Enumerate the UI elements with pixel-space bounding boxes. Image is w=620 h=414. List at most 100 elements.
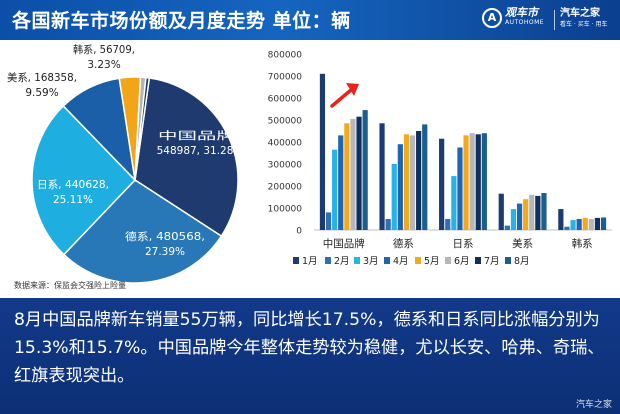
- legend-label-1: 2月: [334, 256, 350, 267]
- bar-1-3: [397, 144, 403, 230]
- legend-label-2: 3月: [363, 256, 379, 267]
- bar-3-0: [498, 193, 504, 230]
- legend-label-6: 7月: [484, 256, 500, 267]
- x-category-label: 中国品牌: [323, 237, 365, 250]
- y-tick-label: 100000: [268, 205, 303, 215]
- y-tick-label: 600000: [268, 95, 303, 105]
- bar-0-3: [338, 135, 344, 230]
- pie-label-line1-3: 美系, 168358,: [7, 71, 77, 84]
- guanchеshi-logo: A 观车市 AUTOHOME: [482, 6, 545, 28]
- x-category-label: 韩系: [572, 237, 593, 250]
- legend-label-4: 5月: [424, 256, 440, 267]
- y-tick-label: 500000: [268, 117, 303, 127]
- y-tick-label: 200000: [268, 183, 303, 193]
- header-bar: 各国新车市场份额及月度走势 单位：辆 A 观车市 AUTOHOME 汽车之家 看…: [0, 0, 620, 40]
- logo2-name: 汽车之家: [560, 8, 600, 19]
- bar-2-7: [481, 133, 487, 230]
- legend-label-3: 4月: [393, 256, 409, 267]
- bar-1-1: [385, 219, 391, 230]
- y-tick-label: 700000: [268, 73, 303, 83]
- pie-slice-2: [31, 104, 137, 256]
- pie-label-line2-3: 9.59%: [25, 87, 58, 99]
- chart-area: 中国品牌, 548987, 31.28% 德系, 480568, 27.39% 日系, …: [0, 40, 620, 298]
- bar-1-7: [422, 124, 428, 230]
- legend-swatch-7: [505, 257, 511, 264]
- bar-2-0: [439, 138, 445, 230]
- y-tick-label: 400000: [268, 139, 303, 149]
- pie-chart: 中国品牌, 548987, 31.28% 德系, 480568, 27.39% 日系, …: [7, 43, 244, 284]
- summary-panel: 8月中国品牌新车销量55万辆，同比增长17.5%，德系和日系同比涨幅分别为15.…: [0, 298, 620, 414]
- bar-3-6: [535, 195, 541, 230]
- bar-4-3: [576, 219, 582, 230]
- page-title: 各国新车市场份额及月度走势 单位：辆: [12, 10, 351, 32]
- bar-2-1: [445, 219, 451, 230]
- x-category-label: 德系: [393, 237, 414, 250]
- legend-label-7: 8月: [514, 256, 530, 267]
- y-tick-label: 300000: [268, 161, 303, 171]
- legend-swatch-3: [384, 257, 390, 264]
- bar-4-5: [588, 219, 594, 230]
- pie-slice-1: [62, 179, 223, 284]
- bar-4-2: [570, 220, 576, 230]
- bar-1-6: [416, 131, 422, 230]
- bar-3-7: [541, 193, 547, 230]
- bar-3-3: [516, 203, 523, 230]
- bar-3-2: [510, 209, 517, 230]
- bar-0-6: [356, 116, 362, 230]
- bar-3-1: [504, 225, 510, 230]
- x-category-label: 日系: [453, 238, 474, 250]
- trend-arrow-icon: [330, 88, 353, 108]
- pie-label-line1-0: 中国品牌,: [158, 129, 242, 142]
- bar-0-4: [344, 123, 350, 230]
- bar-1-4: [403, 134, 410, 230]
- legend-label-5: 6月: [454, 256, 470, 267]
- summary-text: 8月中国品牌新车销量55万辆，同比增长17.5%，德系和日系同比涨幅分别为15.…: [14, 310, 605, 386]
- bar-0-2: [332, 149, 338, 230]
- bar-1-5: [409, 135, 416, 230]
- bar-3-4: [523, 199, 529, 230]
- pie-label-line2-4: 3.23%: [87, 59, 120, 71]
- legend-swatch-2: [354, 257, 360, 264]
- bar-4-0: [558, 209, 564, 230]
- pie-label-line1-4: 韩系, 56709,: [73, 43, 135, 56]
- pie-slice-6: [134, 76, 151, 181]
- bar-2-2: [451, 176, 457, 230]
- bar-2-3: [457, 147, 463, 230]
- trend-arrowhead-icon: [346, 83, 359, 96]
- legend-swatch-0: [293, 257, 299, 264]
- watermark: 汽车之家: [575, 400, 612, 410]
- bar-2-4: [463, 135, 469, 230]
- legend-swatch-6: [475, 257, 481, 264]
- bar-4-7: [600, 217, 607, 230]
- logo1-name: 观车市: [505, 6, 538, 19]
- logo1-sub: AUTOHOME: [505, 19, 545, 26]
- y-tick-label: 0: [296, 227, 302, 237]
- bar-2-5: [469, 133, 475, 230]
- bar-2-6: [475, 134, 481, 230]
- pie-label-line1-1: 德系, 480568,: [125, 230, 205, 243]
- pie-label-line2-2: 25.11%: [53, 194, 93, 206]
- pie-label-line2-1: 27.39%: [145, 246, 185, 258]
- bar-4-4: [582, 217, 588, 230]
- data-source-note: 数据来源：保监会交强险上险量: [14, 281, 126, 290]
- logo-divider: [554, 10, 555, 30]
- bar-chart: 0 100000 200000 300000 400000 500000 600000 700…: [268, 51, 612, 267]
- bar-4-1: [564, 226, 570, 230]
- pie-label-line2-0: 548987, 31.28%: [157, 145, 244, 157]
- bar-3-5: [529, 194, 535, 230]
- x-category-label: 美系: [512, 237, 533, 250]
- bar-4-6: [594, 217, 601, 230]
- bar-0-5: [350, 118, 356, 230]
- bar-0-1: [325, 212, 332, 230]
- legend-swatch-5: [445, 257, 451, 264]
- logo-mark-icon: A: [482, 8, 502, 28]
- bar-0-0: [319, 73, 326, 230]
- logo2-sub: 看车 · 买车 · 用车: [560, 21, 608, 28]
- bar-1-0: [379, 123, 385, 230]
- legend-swatch-1: [325, 257, 331, 264]
- legend-label-0: 1月: [302, 256, 318, 267]
- autohome-logo: 汽车之家 看车 · 买车 · 用车: [560, 8, 607, 29]
- bar-0-7: [362, 110, 368, 230]
- bar-1-2: [391, 164, 397, 230]
- legend-swatch-4: [415, 257, 421, 264]
